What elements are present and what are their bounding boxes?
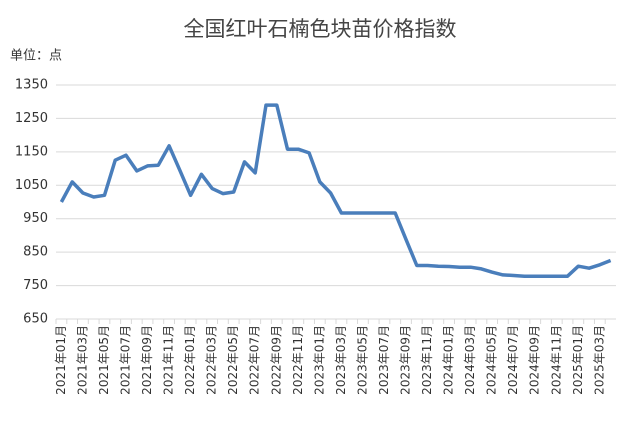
line-series: [59, 103, 612, 278]
y-tick-label: 1050: [15, 178, 48, 193]
x-tick-label: 2021年09月: [140, 325, 154, 395]
x-tick-label: 2024年07月: [506, 325, 520, 395]
x-tick-label: 2023年03月: [334, 325, 348, 395]
y-tick-label: 650: [23, 312, 48, 327]
x-tick-label: 2024年05月: [485, 325, 499, 395]
x-tick-label: 2021年05月: [97, 325, 111, 395]
x-tick-label: 2024年03月: [463, 325, 477, 395]
x-tick-label: 2024年01月: [442, 325, 456, 395]
x-tick-label: 2023年05月: [355, 325, 369, 395]
x-tick-label: 2023年09月: [399, 325, 413, 395]
x-tick-label: 2024年11月: [549, 325, 563, 395]
x-tick-label: 2023年01月: [312, 325, 326, 395]
x-tick-label: 2025年01月: [571, 325, 585, 395]
x-tick-label: 2022年09月: [269, 325, 283, 395]
y-tick-label: 1350: [15, 78, 48, 93]
x-tick-label: 2022年11月: [291, 325, 305, 395]
x-tick-label: 2021年11月: [162, 325, 176, 395]
x-tick-label: 2024年09月: [528, 325, 542, 395]
y-tick-label: 950: [23, 211, 48, 226]
x-tick-label: 2025年03月: [592, 325, 606, 395]
y-tick-label: 1250: [15, 111, 48, 126]
x-tick-label: 2023年07月: [377, 325, 391, 395]
x-tick-label: 2021年03月: [75, 325, 89, 395]
x-tick-label: 2022年05月: [226, 325, 240, 395]
x-tick-label: 2023年11月: [420, 325, 434, 395]
y-tick-label: 750: [23, 278, 48, 293]
x-tick-label: 2021年01月: [54, 325, 68, 395]
y-tick-label: 1150: [15, 144, 48, 159]
x-tick-label: 2022年07月: [248, 325, 262, 395]
y-tick-label: 850: [23, 245, 48, 260]
chart-title: 全国红叶石楠色块苗价格指数: [184, 17, 457, 41]
y-unit: 单位：点: [10, 49, 62, 64]
x-tick-label: 2022年03月: [205, 325, 219, 395]
x-tick-label: 2022年01月: [183, 325, 197, 395]
x-tick-label: 2021年07月: [119, 325, 133, 395]
